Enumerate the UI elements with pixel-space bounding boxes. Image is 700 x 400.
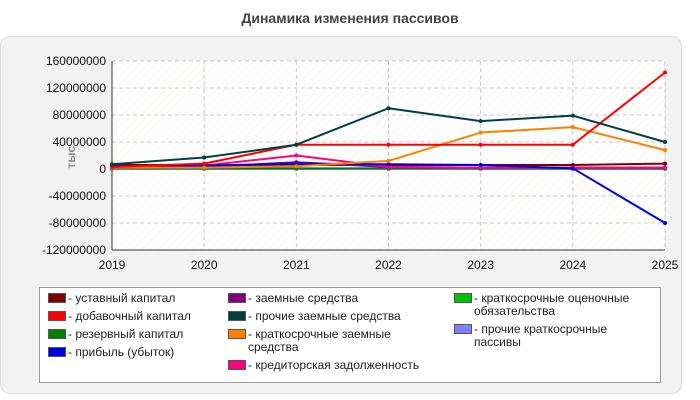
legend-label: - краткосрочные оценочные [474, 291, 630, 305]
data-point [663, 161, 667, 166]
data-point [202, 155, 207, 160]
legend-label: - заемные средства [248, 291, 359, 305]
legend-label: - уставный капитал [68, 291, 176, 305]
data-point [110, 162, 114, 167]
data-point [570, 142, 575, 147]
data-point [663, 70, 667, 75]
y-tick-label: -120000000 [42, 243, 106, 257]
legend-swatch [228, 329, 246, 339]
legend-column: - краткосрочные оценочные обязательства - … [454, 292, 629, 354]
data-point [386, 142, 391, 147]
legend-swatch [48, 347, 66, 357]
data-point [478, 130, 483, 135]
legend-label: - резервный капитал [68, 327, 184, 341]
legend-swatch [454, 293, 472, 303]
y-tick-label: 160000000 [46, 54, 106, 68]
data-point [570, 125, 575, 130]
legend-item: - резервный капитал [48, 328, 191, 341]
legend-swatch [48, 329, 66, 339]
x-tick-label: 2019 [99, 258, 126, 272]
legend-label: пассивы [474, 335, 521, 349]
legend-label: - прочие краткосрочные [474, 322, 608, 336]
y-tick-label: 80000000 [53, 108, 107, 122]
chart-legend: - уставный капитал - добавочный капитал - … [39, 287, 661, 383]
data-point [294, 142, 299, 147]
legend-item: - прочие заемные средства [228, 310, 419, 323]
data-point [294, 164, 299, 169]
data-point [663, 221, 667, 225]
data-point [478, 142, 483, 147]
data-point [386, 162, 391, 167]
legend-item: - заемные средства [228, 292, 419, 305]
legend-swatch [228, 360, 246, 370]
legend-item: - прочие краткосрочные пассивы [454, 323, 629, 349]
legend-item: - добавочный капитал [48, 310, 191, 323]
legend-item: - прибыль (убыток) [48, 346, 191, 359]
y-tick-label: 40000000 [53, 135, 107, 149]
data-point [663, 165, 667, 170]
legend-item: - краткосрочные заемные средства [228, 328, 419, 354]
y-axis-label: тыс. [64, 142, 78, 168]
chart-title: Динамика изменения пассивов [241, 10, 459, 26]
legend-label: средства [248, 340, 299, 354]
x-tick-label: 2021 [283, 258, 310, 272]
legend-label: - добавочный капитал [68, 309, 191, 323]
x-tick-label: 2024 [559, 258, 586, 272]
data-point [570, 113, 575, 118]
legend-column: - заемные средства - прочие заемные средс… [228, 292, 419, 377]
data-point [202, 165, 207, 170]
data-point [294, 153, 299, 158]
y-tick-label: 0 [99, 162, 106, 176]
legend-label: - кредиторская задолженность [248, 358, 420, 372]
legend-swatch [48, 293, 66, 303]
data-point [478, 162, 483, 167]
legend-label: - краткосрочные заемные [248, 327, 391, 341]
x-tick-label: 2023 [467, 258, 494, 272]
legend-item: - краткосрочные оценочные обязательства [454, 292, 629, 318]
data-point [478, 119, 483, 124]
legend-swatch [228, 311, 246, 321]
legend-item: - уставный капитал [48, 292, 191, 305]
data-point [386, 106, 391, 111]
x-tick-label: 2025 [652, 258, 679, 272]
legend-column: - уставный капитал - добавочный капитал - … [48, 292, 191, 364]
legend-swatch [454, 324, 472, 334]
legend-swatch [48, 311, 66, 321]
data-point [202, 161, 207, 166]
legend-label: - прибыль (убыток) [68, 345, 175, 359]
y-tick-label: 120000000 [46, 81, 106, 95]
x-tick-label: 2020 [191, 258, 218, 272]
data-point [570, 166, 575, 171]
data-point [386, 158, 391, 163]
data-point [663, 140, 667, 144]
legend-swatch [228, 293, 246, 303]
x-tick-label: 2022 [375, 258, 402, 272]
legend-item: - кредиторская задолженность [228, 359, 419, 372]
data-point [663, 148, 667, 153]
legend-label: обязательства [474, 304, 555, 318]
y-tick-label: -40000000 [49, 189, 107, 203]
legend-label: - прочие заемные средства [248, 309, 401, 323]
y-tick-label: -80000000 [49, 216, 107, 230]
